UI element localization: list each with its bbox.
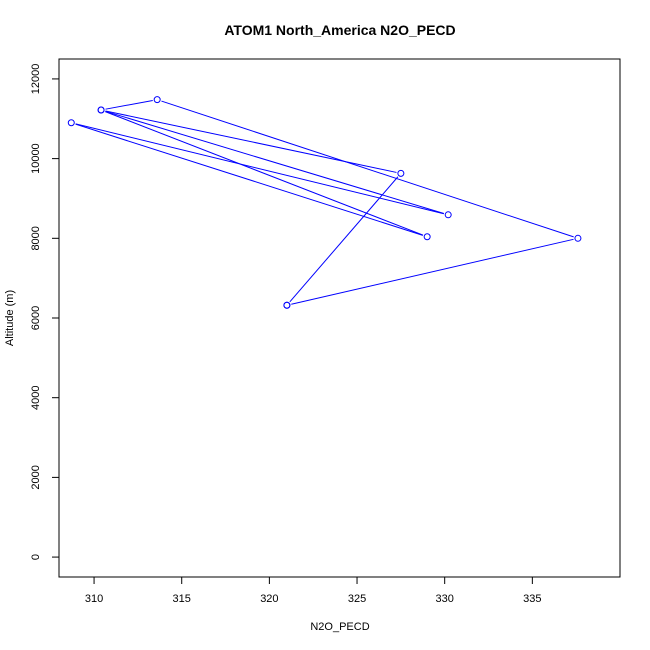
- series-line-group: [75, 99, 574, 305]
- series-segment: [105, 110, 445, 214]
- series-segment: [161, 100, 574, 238]
- series-segment: [291, 238, 574, 305]
- series-segment: [105, 99, 153, 110]
- y-tick-label: 4000: [30, 385, 42, 409]
- y-tick-label: 2000: [30, 465, 42, 489]
- x-tick-label: 325: [348, 593, 366, 605]
- x-tick-label: 330: [436, 593, 454, 605]
- y-tick-label: 6000: [30, 306, 42, 330]
- series-segment: [75, 123, 424, 236]
- data-point: [67, 119, 75, 127]
- y-tick-label: 0: [30, 554, 42, 560]
- series-point-group: [67, 96, 582, 309]
- y-axis-label: Altitude (m): [4, 290, 16, 346]
- y-axis: 0 2000 4000 6000 8000 10000 12000: [30, 64, 60, 560]
- x-tick-label: 335: [523, 593, 541, 605]
- data-point: [444, 211, 452, 219]
- x-tick-label: 315: [173, 593, 191, 605]
- plot-area: [58, 58, 621, 578]
- series-segment: [75, 123, 444, 215]
- data-point: [97, 106, 105, 114]
- data-point: [397, 169, 405, 177]
- data-point: [283, 301, 291, 309]
- chart-title: ATOM1 North_America N2O_PECD: [224, 22, 455, 38]
- x-tick-label: 310: [85, 593, 103, 605]
- data-point: [574, 234, 582, 242]
- y-tick-label: 8000: [30, 226, 42, 250]
- x-axis: 310 315 320 325 330 335: [85, 576, 542, 605]
- data-point: [423, 233, 431, 241]
- data-point: [153, 96, 161, 104]
- x-tick-label: 320: [260, 593, 278, 605]
- y-tick-label: 12000: [30, 64, 42, 95]
- y-tick-label: 10000: [30, 143, 42, 174]
- series-segment: [105, 111, 424, 236]
- x-axis-label: N2O_PECD: [310, 621, 369, 633]
